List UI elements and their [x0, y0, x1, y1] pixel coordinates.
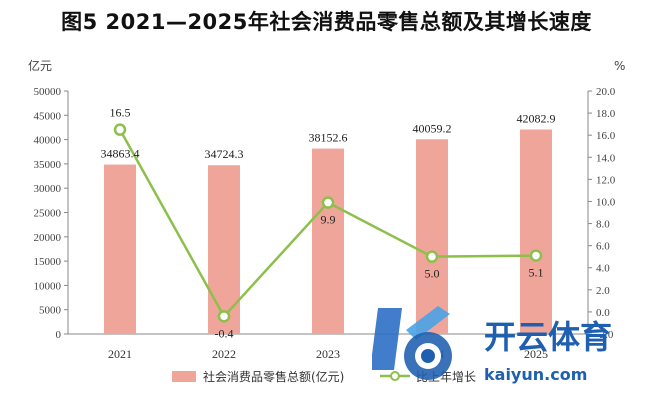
bar [416, 139, 448, 334]
bar-value-label: 38152.6 [309, 131, 348, 145]
chart-title: 图5 2021—2025年社会消费品零售总额及其增长速度 [61, 10, 592, 34]
k-logo-icon [372, 306, 452, 380]
x-tick-label: 2023 [316, 347, 340, 361]
y-right-tick-label: -2.0 [596, 329, 614, 341]
watermark-brand-name: 开云体育 [484, 318, 612, 356]
y-right-tick-label: 18.0 [596, 108, 616, 120]
y-left-unit: 亿元 [28, 58, 52, 73]
growth-point [113, 123, 127, 136]
y-left-tick-label: 20000 [34, 232, 62, 244]
growth-value-label: 9.9 [321, 213, 336, 227]
y-left-tick-label: 5000 [39, 305, 62, 317]
chart-axes: 0 5000 10000 15000 20000 25000 30000 35000 40000… [28, 58, 625, 361]
bar-value-label: 34724.3 [205, 147, 244, 161]
x-tick-label: 2021 [108, 347, 132, 361]
y-left-tick-label: 0 [56, 329, 62, 341]
y-left-tick-label: 50000 [34, 86, 62, 98]
line-series [113, 123, 543, 323]
x-tick-label: 2025 [524, 347, 548, 361]
y-right-tick-label: 8.0 [596, 219, 610, 231]
growth-value-label: -0.4 [215, 326, 234, 340]
y-left-tick-label: 35000 [34, 159, 62, 171]
legend-line-marker [390, 371, 400, 381]
growth-point [529, 249, 543, 262]
y-left-tick-label: 25000 [34, 208, 62, 220]
data-labels: 34863.4 34724.3 38152.6 40059.2 42082.9 16.5 -… [101, 106, 556, 341]
y-right-tick-label: 6.0 [596, 241, 610, 253]
watermark-url: kaiyun.com [484, 365, 587, 384]
y-left-tick-label: 40000 [34, 135, 62, 147]
growth-point [321, 196, 335, 209]
y-left-tick-label: 45000 [34, 110, 62, 122]
y-right-tick-label: 10.0 [596, 196, 616, 208]
watermark-logo: 开云体育 kaiyun.com [372, 306, 612, 384]
bar [104, 164, 136, 334]
legend-bar-label: 社会消费品零售总额(亿元) [203, 369, 344, 384]
bar-value-label: 40059.2 [413, 121, 452, 135]
y-right-tick-label: 16.0 [596, 130, 616, 142]
y-right-tick-label: 20.0 [596, 86, 616, 98]
y-right-tick-label: 14.0 [596, 152, 616, 164]
legend-bar-swatch [172, 371, 196, 382]
growth-point [425, 250, 439, 263]
y-left-tick-label: 30000 [34, 183, 62, 195]
growth-value-label: 5.1 [529, 266, 544, 280]
growth-value-label: 5.0 [425, 267, 440, 281]
y-left-tick-label: 15000 [34, 256, 62, 268]
bar-value-label: 34863.4 [101, 147, 140, 161]
bar-series [104, 129, 552, 334]
y-left-tick-label: 10000 [34, 280, 62, 292]
bar [312, 148, 344, 334]
growth-point [217, 310, 231, 323]
bar-value-label: 42082.9 [517, 111, 556, 125]
y-right-tick-label: 2.0 [596, 285, 610, 297]
bar [520, 129, 552, 334]
y-right-tick-label: 4.0 [596, 263, 610, 275]
bar [208, 165, 240, 334]
x-tick-label: 2022 [212, 347, 236, 361]
y-right-unit: % [614, 59, 625, 73]
y-right-tick-label: 0.0 [596, 307, 610, 319]
growth-value-label: 16.5 [110, 106, 131, 120]
y-right-tick-label: 12.0 [596, 174, 616, 186]
